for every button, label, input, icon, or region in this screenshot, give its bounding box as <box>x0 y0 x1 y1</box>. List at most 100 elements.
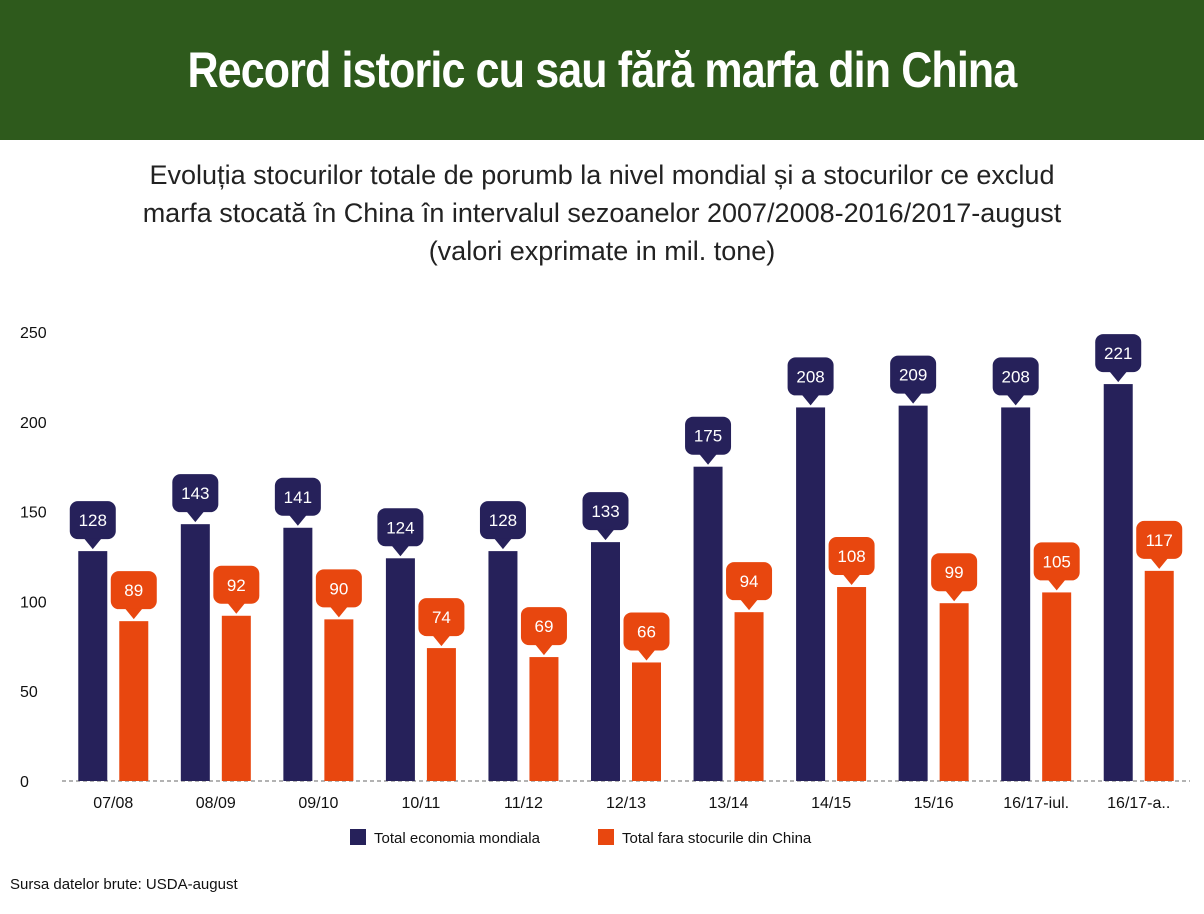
subtitle-line-1: Evoluția stocurilor totale de porumb la … <box>149 160 1055 190</box>
label-bubble-tail <box>596 529 615 541</box>
label-bubble-tail <box>83 538 102 550</box>
legend-item-total-swatch <box>350 829 366 845</box>
label-bubble-excl-china <box>213 565 260 604</box>
label-bubble-total <box>69 501 116 540</box>
x-tick-label: 10/11 <box>401 795 440 812</box>
page-title: Record istoric cu sau fără marfa din Chi… <box>187 42 1018 98</box>
data-label-total: 141 <box>284 488 312 507</box>
label-bubble-total <box>1095 334 1142 373</box>
label-bubble-total <box>685 416 732 455</box>
label-bubble-tail <box>904 392 923 404</box>
bar-excl-china <box>529 657 559 781</box>
bar-total <box>180 524 210 781</box>
label-bubble-tail <box>1047 579 1066 591</box>
label-bubble-tail <box>432 635 451 647</box>
bar-total <box>78 551 108 781</box>
data-label-excl-china: 99 <box>945 563 964 582</box>
bar-excl-china <box>221 615 251 781</box>
data-label-excl-china: 108 <box>837 547 865 566</box>
label-bubble-total <box>787 357 834 396</box>
bar-excl-china <box>632 662 661 781</box>
x-tick-label: 11/12 <box>504 795 543 812</box>
bar-total <box>796 407 826 781</box>
data-label-excl-china: 90 <box>329 579 348 598</box>
bar-total <box>488 551 518 781</box>
label-bubble-tail <box>1150 557 1169 569</box>
y-tick-label: 100 <box>20 594 47 611</box>
x-tick-label: 13/14 <box>709 795 749 812</box>
data-label-excl-china: 69 <box>534 617 553 636</box>
label-bubble-total <box>890 355 937 394</box>
bar-excl-china <box>324 619 354 781</box>
bar-excl-china <box>426 648 456 781</box>
bar-excl-china <box>837 587 867 781</box>
bar-total <box>385 558 415 781</box>
data-label-total: 209 <box>899 366 927 385</box>
data-label-excl-china: 66 <box>637 622 656 641</box>
subtitle-line-3: (valori exprimate in mil. tone) <box>428 236 776 266</box>
label-bubble-tail <box>124 608 143 620</box>
y-tick-label: 250 <box>20 325 47 342</box>
data-label-excl-china: 74 <box>432 608 451 627</box>
label-bubble-excl-china <box>931 553 978 592</box>
bar-excl-china <box>1144 570 1174 781</box>
title-banner: Record istoric cu sau fără marfa din Chi… <box>0 0 1204 140</box>
data-label-total: 124 <box>386 518 414 537</box>
label-bubble-tail <box>186 511 205 523</box>
label-bubble-tail <box>945 590 964 602</box>
bar-total <box>283 527 313 781</box>
legend-item-total-label: Total economia mondiala <box>374 830 541 847</box>
bar-excl-china <box>939 603 969 781</box>
subtitle-line-2: marfa stocată în China în intervalul sez… <box>142 198 1062 228</box>
label-bubble-tail <box>227 602 246 614</box>
y-tick-label: 200 <box>20 415 47 432</box>
x-tick-label: 09/10 <box>298 795 338 812</box>
x-tick-label: 14/15 <box>811 795 851 812</box>
label-bubble-tail <box>534 644 553 656</box>
label-bubble-tail <box>740 599 759 611</box>
label-bubble-tail <box>493 538 512 550</box>
chart-subtitle: Evoluția stocurilor totale de porumb la … <box>20 156 1184 270</box>
bar-excl-china <box>1042 592 1072 781</box>
data-label-excl-china: 105 <box>1042 552 1070 571</box>
y-tick-label: 50 <box>20 684 38 701</box>
x-tick-label: 15/16 <box>914 795 954 812</box>
data-label-total: 221 <box>1104 344 1132 363</box>
label-bubble-total <box>274 477 321 516</box>
bar-total <box>693 466 723 781</box>
label-bubble-total <box>582 492 629 531</box>
bar-chart: 0 50 100 150 200 250 128 89 07/08 143 92 08/09 141 90… <box>20 325 1190 847</box>
data-label-total: 208 <box>796 367 824 386</box>
label-bubble-total <box>992 357 1039 396</box>
legend-item-excl-china-swatch <box>598 829 614 845</box>
label-bubble-excl-china <box>623 612 670 651</box>
x-tick-label: 08/09 <box>196 795 236 812</box>
x-tick-label: 12/13 <box>606 795 646 812</box>
label-bubble-tail <box>842 574 861 586</box>
data-label-total: 208 <box>1001 367 1029 386</box>
x-tick-label: 07/08 <box>93 795 133 812</box>
label-bubble-excl-china <box>726 562 773 601</box>
data-label-total: 175 <box>694 427 722 446</box>
data-label-total: 128 <box>489 511 517 530</box>
x-tick-label: 16/17-a.. <box>1107 795 1170 812</box>
data-label-total: 128 <box>79 511 107 530</box>
label-bubble-tail <box>391 545 410 557</box>
legend-item-excl-china-label: Total fara stocurile din China <box>622 830 812 847</box>
label-bubble-tail <box>329 606 348 618</box>
data-label-total: 143 <box>181 484 209 503</box>
bar-total <box>898 405 928 781</box>
label-bubble-excl-china <box>315 569 362 608</box>
label-bubble-tail <box>637 649 656 661</box>
data-label-total: 133 <box>591 502 619 521</box>
label-bubble-excl-china <box>110 571 157 610</box>
label-bubble-total <box>479 501 526 540</box>
y-tick-label: 0 <box>20 774 29 791</box>
label-bubble-excl-china <box>828 537 875 576</box>
x-tick-label: 16/17-iul. <box>1003 795 1069 812</box>
label-bubble-excl-china <box>1033 542 1080 581</box>
y-tick-label: 150 <box>20 505 47 522</box>
label-bubble-total <box>377 508 424 547</box>
bar-total <box>1103 384 1133 781</box>
label-bubble-tail <box>288 514 307 526</box>
